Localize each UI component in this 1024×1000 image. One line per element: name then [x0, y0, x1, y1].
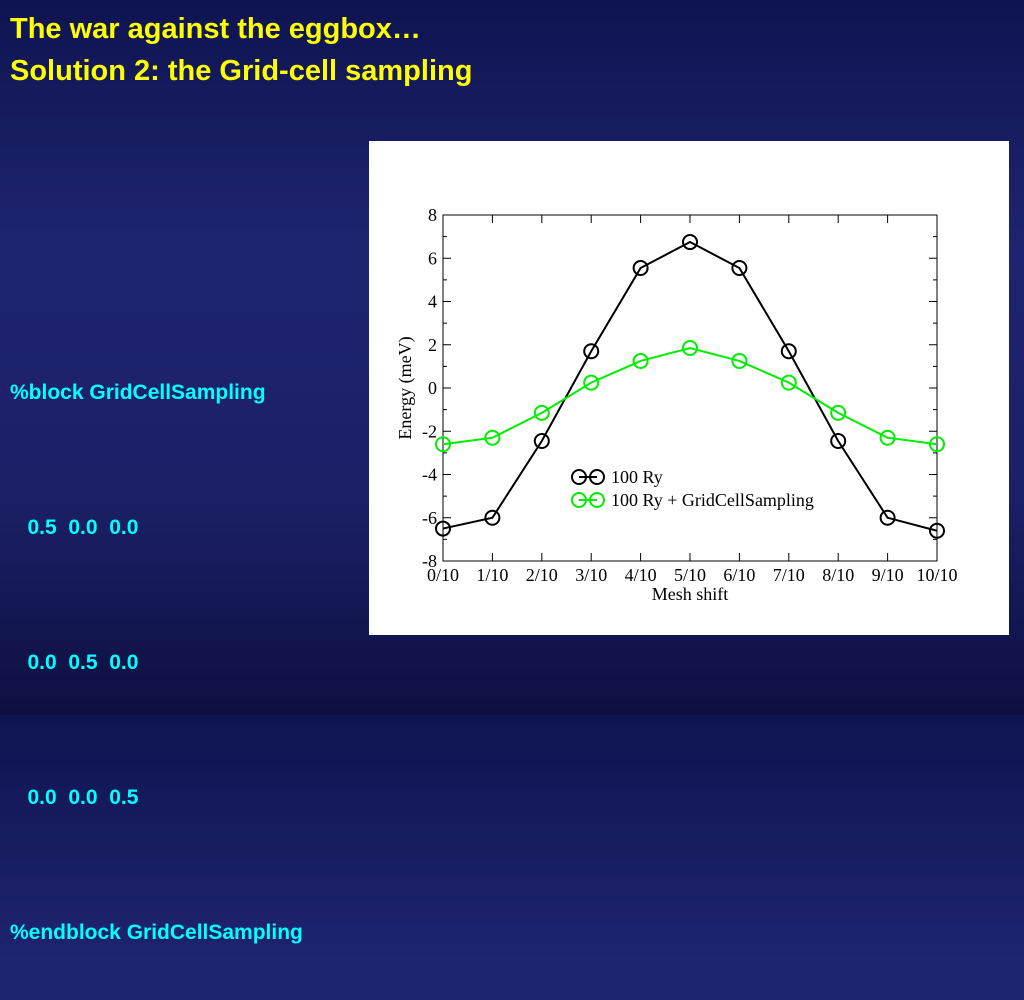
x-tick-label: 6/10 — [723, 565, 755, 585]
data-point — [780, 374, 797, 391]
x-tick-label: 7/10 — [773, 565, 805, 585]
data-point — [632, 352, 649, 369]
y-tick-label: -8 — [422, 551, 437, 571]
data-point — [533, 432, 550, 449]
legend-label: 100 Ry + GridCellSampling — [611, 490, 814, 510]
y-tick-label: -4 — [422, 465, 437, 485]
x-tick-label: 3/10 — [575, 565, 607, 585]
data-point — [583, 343, 600, 360]
y-tick-label: -6 — [422, 508, 437, 528]
x-tick-label: 8/10 — [822, 565, 854, 585]
code-line: 0.0 0.5 0.0 — [10, 651, 139, 674]
x-axis-label: Mesh shift — [652, 584, 729, 604]
data-point — [435, 520, 451, 537]
data-point — [731, 259, 748, 276]
code-line: %endblock GridCellSampling — [10, 921, 303, 944]
x-tick-label: 4/10 — [625, 565, 657, 585]
x-tick-label: 0/10 — [427, 565, 459, 585]
title-line-1: The war against the eggbox… — [10, 13, 421, 45]
legend-marker — [571, 492, 587, 508]
code-line: 0.0 0.0 0.5 — [10, 786, 139, 809]
data-point — [879, 429, 896, 446]
data-point — [682, 339, 698, 356]
series-line — [442, 240, 938, 532]
y-tick-label: 4 — [428, 292, 437, 312]
code-line: %block GridCellSampling — [10, 381, 266, 404]
data-point — [929, 436, 945, 453]
data-point — [632, 259, 649, 276]
data-point — [929, 522, 945, 539]
y-tick-label: 2 — [428, 335, 437, 355]
title-line-2: Solution 2: the Grid-cell sampling — [10, 55, 473, 87]
legend-label: 100 Ry — [611, 467, 663, 487]
data-point — [484, 429, 501, 446]
chart-panel: -8 -6 -4 -2 0 2 4 6 8 0/10 1/10 2/10 3/10 4/10 5/10 6/1… — [369, 141, 1009, 635]
energy-chart: -8 -6 -4 -2 0 2 4 6 8 0/10 1/10 2/10 3/10 4/10 5/10 6/1… — [395, 205, 958, 604]
data-point — [731, 352, 748, 369]
x-tick-label: 1/10 — [476, 565, 508, 585]
y-tick-label: 8 — [428, 205, 437, 225]
data-point — [780, 343, 797, 360]
data-point — [435, 436, 451, 453]
code-line: 0.5 0.0 0.0 — [10, 516, 139, 539]
series-line — [442, 346, 938, 446]
y-tick-label: 0 — [428, 378, 437, 398]
code-block: %block GridCellSampling 0.5 0.0 0.0 0.0 … — [10, 280, 303, 1000]
y-tick-label: 6 — [428, 248, 437, 268]
data-point — [830, 404, 847, 421]
legend-marker — [589, 492, 605, 508]
y-axis-label: Energy (meV) — [395, 336, 416, 439]
x-tick-label: 2/10 — [526, 565, 558, 585]
slide-title: The war against the eggbox… Solution 2: … — [10, 8, 472, 92]
x-tick-label: 9/10 — [872, 565, 904, 585]
data-point — [484, 509, 501, 526]
data-point — [533, 404, 550, 421]
data-point — [879, 509, 896, 526]
y-tick-label: -2 — [422, 421, 437, 441]
x-tick-label: 5/10 — [674, 565, 706, 585]
legend-marker — [589, 469, 605, 485]
data-point — [583, 374, 600, 391]
data-point — [682, 234, 698, 251]
x-tick-label: 10/10 — [916, 565, 957, 585]
legend-marker — [571, 469, 587, 485]
data-point — [830, 432, 847, 449]
